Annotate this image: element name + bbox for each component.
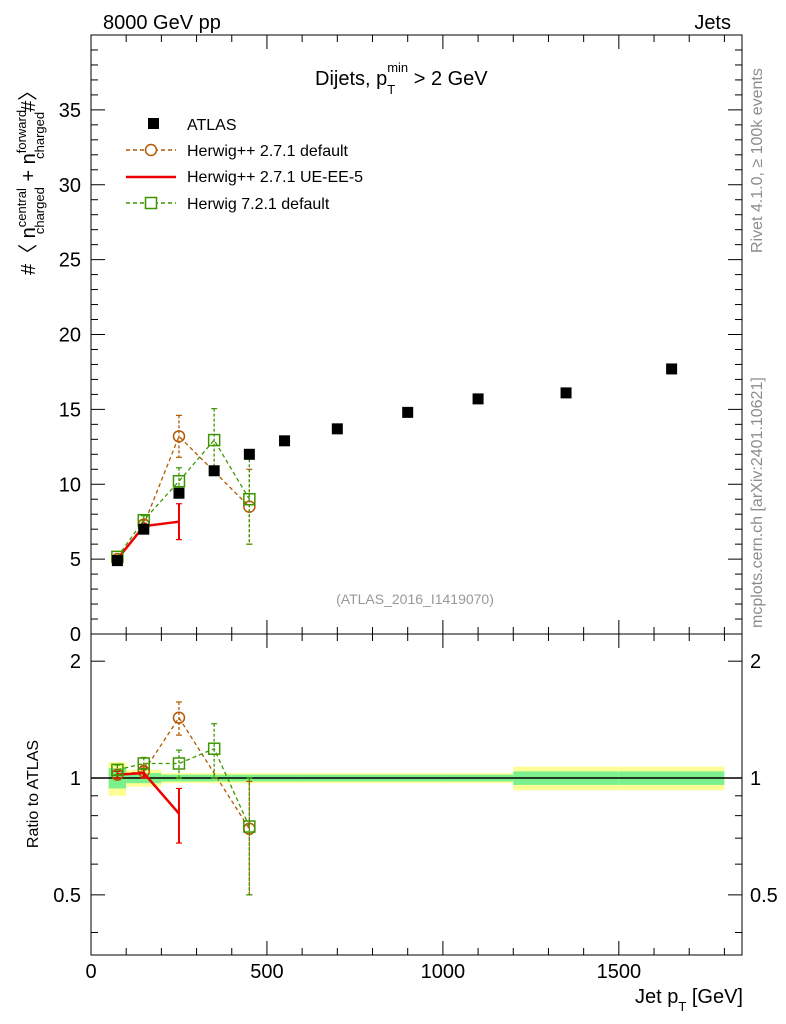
herwig7-default-ratio-marker	[172, 757, 186, 770]
herwig7-default-ratio-marker	[207, 742, 221, 755]
herwig7-default-ratio-line	[117, 747, 250, 827]
atlas-data-point	[243, 448, 255, 460]
legend-herwig7-default-marker	[144, 196, 158, 210]
x-tick-label: 0	[85, 961, 96, 983]
herwig7-default-marker	[207, 433, 221, 447]
plot-title-sup: min	[387, 60, 408, 75]
legend-atlas-label: ATLAS	[187, 117, 237, 134]
plot-title-sub: T	[387, 82, 395, 97]
y-tick-label-ratio: 2	[70, 651, 81, 673]
y-tick-label-ratio-right: 1	[750, 768, 761, 790]
legend-herwigpp-default-marker	[144, 143, 158, 157]
y-tick-label-main: 30	[59, 175, 81, 197]
y-tick-label-ratio-right: 0.5	[750, 885, 778, 907]
y-tick-label-main: 5	[70, 549, 81, 571]
herwigpp-default-ratio-line	[117, 716, 250, 830]
atlas-data-point	[402, 406, 414, 418]
ylabel-plus: + n	[18, 153, 40, 187]
ylabel-forward-sub: charged	[32, 112, 47, 159]
atlas-data-point	[472, 393, 484, 405]
herwig7-default-marker	[172, 475, 186, 488]
herwig7-default-ratio-marker	[243, 820, 256, 833]
y-tick-label-main: 35	[59, 100, 81, 122]
mcplots-label: mcplots.cern.ch [arXiv:2401.10621]	[749, 377, 766, 628]
analysis-watermark: (ATLAS_2016_I1419070)	[336, 591, 494, 607]
y-tick-label-main: 15	[59, 399, 81, 421]
y-tick-label-ratio: 1	[70, 768, 81, 790]
atlas-data-point	[560, 387, 572, 399]
atlas-data-point	[138, 523, 150, 535]
x-tick-label: 500	[250, 961, 283, 983]
herwig7-default-line	[116, 438, 250, 558]
main-series	[111, 363, 678, 567]
atlas-data-point	[111, 555, 123, 567]
header-right: Jets	[694, 12, 731, 34]
y-axis-label-ratio: Ratio to ATLAS	[25, 740, 42, 848]
xlabel-main: Jet p	[635, 986, 678, 1008]
herwig7-default-ratio-marker	[111, 763, 124, 777]
herwig7-default-marker	[243, 492, 256, 506]
x-axis-label: Jet pT [GeV]	[635, 986, 743, 1014]
legend-herwig7-default-label: Herwig 7.2.1 default	[187, 196, 330, 213]
xlabel-rest: [GeV]	[686, 986, 743, 1008]
atlas-data-point	[331, 423, 343, 435]
ylabel-central-sup: central	[14, 188, 29, 227]
ylabel-central-sub: charged	[32, 187, 47, 234]
plot-title-main: Dijets, p	[315, 68, 387, 90]
xlabel-sub: T	[678, 999, 686, 1014]
herwig7-default-ratio-marker	[137, 757, 151, 770]
y-tick-label-main-zero: 0	[70, 624, 81, 646]
legend-atlas-marker	[148, 118, 159, 129]
herwigpp-default-ratio-marker	[172, 711, 186, 724]
ylabel-suffix: #〉	[18, 81, 40, 112]
ratio-series	[111, 701, 256, 896]
y-tick-label-main: 20	[59, 325, 81, 347]
ratio-plot-frame	[90, 633, 743, 956]
rivet-version-label: Rivet 4.1.0, ≥ 100k events	[749, 68, 766, 253]
y-tick-label-main: 25	[59, 250, 81, 272]
atlas-data-point	[279, 435, 291, 447]
ratio-uncertainty-band	[108, 761, 725, 796]
ylabel-forward-sup: forward	[14, 110, 29, 153]
atlas-data-point	[173, 487, 185, 499]
y-tick-label-ratio-right: 2	[750, 651, 761, 673]
legend: ATLAS Herwig++ 2.7.1 default Herwig++ 2.…	[126, 117, 363, 213]
legend-herwigpp-ueee5-label: Herwig++ 2.7.1 UE-EE-5	[187, 169, 363, 186]
atlas-data-point	[666, 363, 678, 375]
ylabel-prefix: #〈 n	[18, 227, 40, 275]
plot-title: Dijets, pTmin > 2 GeV	[315, 60, 488, 97]
y-tick-label-ratio: 0.5	[53, 885, 81, 907]
plot-title-rest: > 2 GeV	[408, 68, 488, 90]
atlas-data-point	[208, 465, 220, 477]
x-tick-label: 1500	[597, 961, 642, 983]
header-left: 8000 GeV pp	[103, 12, 221, 34]
y-axis-label-main: #〈 ncentral charged + nforward charged#〉	[14, 81, 47, 275]
legend-herwigpp-default-label: Herwig++ 2.7.1 default	[187, 143, 349, 160]
y-tick-label-main: 10	[59, 474, 81, 496]
axis-ticks: 0 500 1000 1500 5 10 15 20 25 30 35 0 0.5 0.5 1 1 2 2	[53, 34, 778, 983]
x-tick-label: 1000	[421, 961, 466, 983]
herwigpp-default-marker	[172, 430, 186, 443]
